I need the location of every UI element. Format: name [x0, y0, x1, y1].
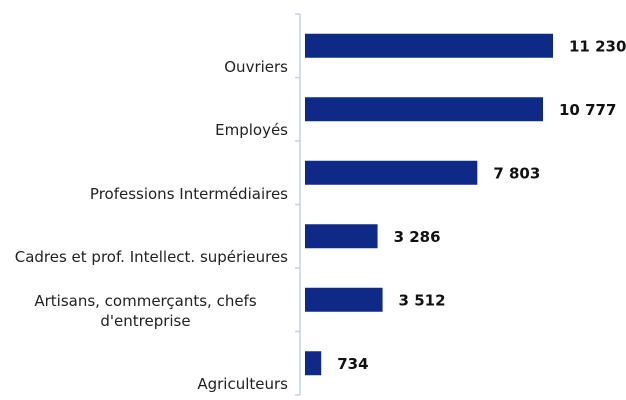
value-label: 734: [337, 355, 368, 373]
bar: [305, 351, 322, 376]
category-label: Ouvriers: [224, 57, 288, 76]
bar: [305, 160, 478, 185]
category-label: Agriculteurs: [197, 375, 288, 394]
category-label: Cadres et prof. Intellect. supérieures: [14, 248, 288, 267]
value-label: 7 803: [493, 164, 540, 182]
value-label: 10 777: [559, 101, 616, 119]
category-label: Employés: [215, 121, 288, 140]
category-label: Artisans, commerçants, chefs d'entrepris…: [34, 291, 257, 330]
value-label: 3 286: [394, 228, 441, 246]
bar: [305, 224, 378, 249]
bar: [305, 97, 543, 122]
bar: [305, 287, 383, 312]
category-label: Professions Intermédiaires: [89, 184, 288, 203]
bar: [305, 33, 553, 58]
value-label: 3 512: [399, 291, 446, 309]
value-label: 11 230: [569, 37, 626, 55]
